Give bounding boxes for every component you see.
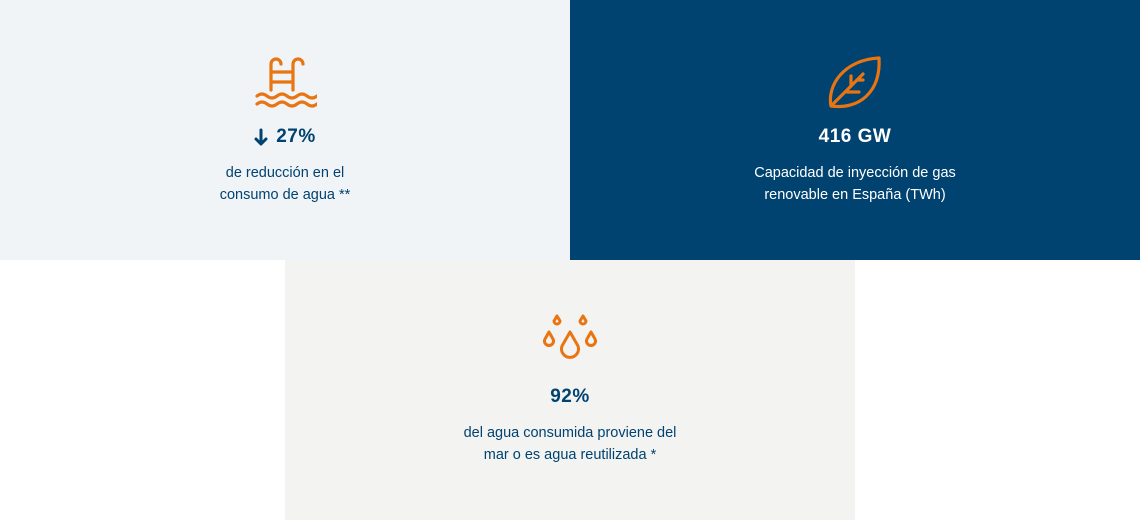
pool-ladder-icon bbox=[255, 57, 317, 108]
renewable-gas-card: 416 GW Capacidad de inyección de gas ren… bbox=[570, 0, 1140, 260]
arrow-down-icon bbox=[254, 128, 268, 146]
stat-value: 92% bbox=[550, 386, 590, 407]
stat-description: del agua consumida proviene del mar o es… bbox=[463, 425, 677, 463]
stat-value: 27% bbox=[254, 126, 316, 148]
stat-value: 416 GW bbox=[818, 126, 892, 147]
water-drops-icon bbox=[543, 314, 597, 359]
stat-description: de reducción en el consumo de agua ** bbox=[219, 165, 351, 203]
leaf-icon bbox=[828, 56, 881, 109]
water-reduction-card: 27% de reducción en el consumo de agua *… bbox=[0, 0, 570, 260]
stat-description: Capacidad de inyección de gas renovable … bbox=[754, 165, 956, 203]
water-source-card: 92% del agua consumida proviene del mar … bbox=[285, 260, 855, 520]
